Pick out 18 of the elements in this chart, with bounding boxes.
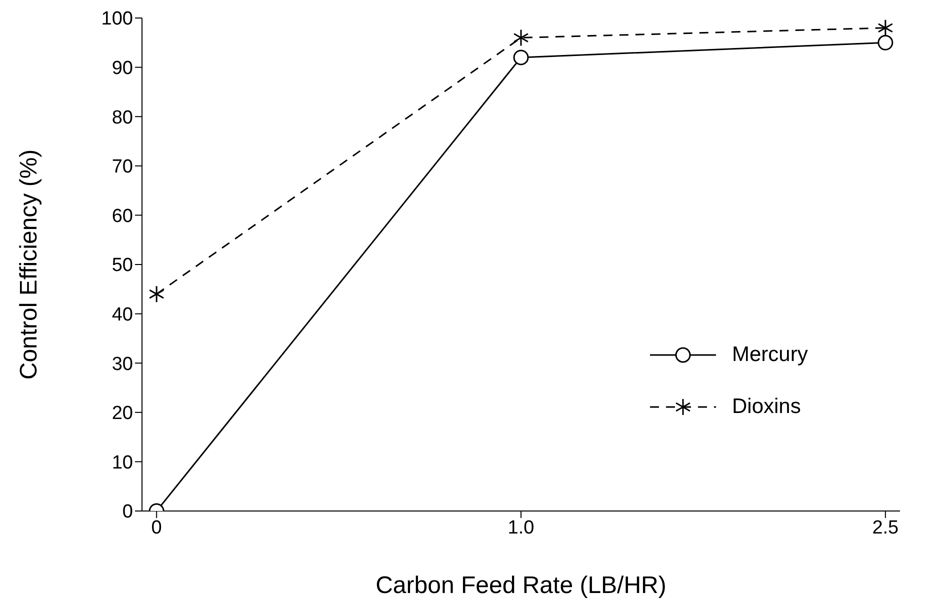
- x-tick-label: 2.5: [872, 517, 899, 538]
- y-tick-label: 70: [112, 156, 133, 178]
- y-tick-label: 10: [112, 452, 133, 474]
- y-tick-label: 80: [112, 107, 133, 128]
- y-tick-label: 20: [112, 403, 133, 424]
- y-tick-label: 30: [112, 354, 133, 375]
- y-tick-label: 100: [101, 8, 133, 30]
- y-tick-label: 90: [112, 58, 133, 80]
- y-tick-label: 0: [122, 502, 133, 523]
- legend-label: Dioxins: [732, 395, 801, 419]
- x-axis-title: Carbon Feed Rate (LB/HR): [376, 572, 666, 599]
- legend-label: Mercury: [732, 343, 808, 367]
- y-tick-label: 60: [112, 206, 133, 227]
- x-tick-label: 0: [151, 517, 162, 538]
- y-tick-label: 40: [112, 304, 133, 326]
- y-axis-title: Control Efficiency (%): [16, 149, 43, 380]
- y-tick-label: 50: [112, 255, 133, 276]
- x-tick-label: 1.0: [508, 517, 534, 538]
